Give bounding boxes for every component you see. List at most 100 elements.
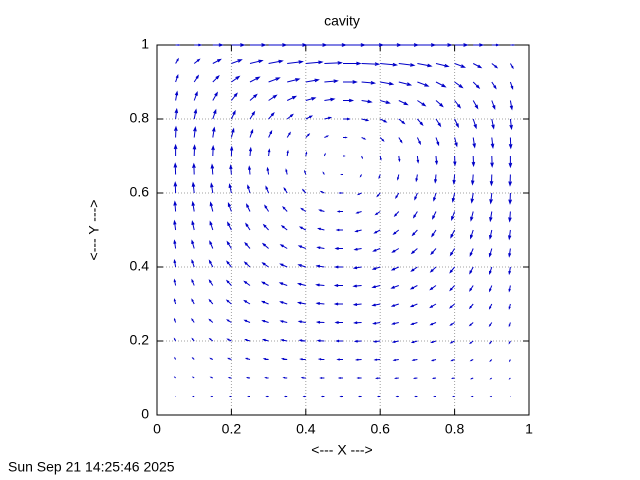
vector-arrow	[193, 108, 198, 120]
vector-arrow	[173, 239, 177, 249]
chart-title: cavity	[324, 13, 360, 29]
vector-arrow	[411, 229, 418, 237]
vector-arrow	[191, 298, 195, 305]
vector-arrow	[209, 240, 214, 249]
vector-arrow	[453, 155, 457, 167]
vector-arrow	[210, 182, 214, 194]
vector-arrow	[245, 376, 251, 379]
vector-arrow	[508, 303, 511, 310]
vector-arrow	[297, 245, 306, 249]
vector-arrow	[244, 338, 251, 342]
vector-arrow	[261, 320, 269, 323]
vector-arrow	[268, 43, 288, 47]
y-tick-label: 0	[141, 406, 149, 422]
vector-arrow	[227, 201, 232, 212]
vector-arrow	[322, 171, 325, 175]
vector-arrow	[175, 73, 179, 83]
vector-arrow	[173, 162, 178, 175]
vector-arrow	[432, 211, 437, 220]
vector-arrow	[412, 377, 418, 380]
vector-arrow	[305, 78, 320, 83]
vector-arrow	[355, 211, 362, 214]
vector-arrow	[343, 80, 358, 84]
vector-arrow	[454, 100, 462, 109]
vector-arrow	[319, 190, 325, 194]
vector-arrow	[508, 285, 511, 293]
vector-arrow	[435, 100, 444, 108]
vector-arrow	[409, 303, 418, 308]
vector-arrow	[261, 242, 269, 249]
vector-arrow	[491, 43, 500, 47]
vector-arrow	[390, 285, 399, 289]
vector-arrow	[244, 357, 251, 360]
x-axis-label: <--- X --->	[311, 442, 372, 458]
vector-arrow	[315, 283, 325, 287]
vector-arrow	[229, 164, 233, 175]
vector-arrow	[225, 299, 232, 305]
vector-arrow	[509, 359, 511, 363]
vector-arrow	[469, 359, 474, 362]
vector-arrow	[297, 264, 306, 268]
vector-arrow	[227, 376, 232, 379]
vector-arrow	[508, 266, 512, 276]
vector-arrow	[211, 126, 216, 138]
vector-arrow	[173, 317, 177, 323]
vector-arrow	[508, 137, 513, 150]
vector-arrow	[212, 91, 218, 101]
vector-arrow	[468, 322, 474, 327]
vector-arrow	[509, 81, 514, 91]
vector-arrow	[249, 59, 264, 64]
vector-arrow	[212, 58, 222, 64]
vector-arrow	[334, 247, 343, 250]
vector-arrow	[429, 285, 437, 291]
vector-arrow	[264, 204, 270, 212]
vector-arrow	[266, 166, 270, 175]
vector-arrow	[191, 356, 195, 360]
vector-arrow	[265, 395, 269, 398]
vector-arrow	[468, 303, 474, 310]
x-tick-label: 0.2	[222, 421, 242, 437]
vector-arrow	[472, 100, 479, 110]
vector-arrow	[316, 339, 325, 343]
vector-arrow	[336, 210, 343, 213]
vector-arrow	[415, 174, 419, 183]
vector-arrow	[398, 81, 413, 86]
vector-arrow	[378, 174, 381, 180]
vector-arrow	[278, 282, 288, 286]
vector-arrow	[173, 278, 177, 286]
vector-arrow	[336, 358, 343, 361]
vector-arrow	[509, 100, 513, 111]
vector-arrow	[280, 339, 288, 342]
vector-arrow	[212, 43, 224, 47]
vector-arrow	[451, 211, 456, 222]
vector-arrow	[451, 192, 456, 203]
vector-arrow	[250, 43, 267, 47]
vector-arrow	[373, 358, 381, 361]
vector-arrow	[356, 192, 362, 196]
vector-arrow	[287, 60, 304, 64]
vector-arrow	[305, 97, 317, 101]
vector-arrow	[430, 248, 437, 256]
vector-arrow	[243, 299, 251, 305]
vector-arrow	[449, 303, 455, 309]
vector-arrow	[380, 100, 391, 104]
vector-arrow	[431, 229, 437, 238]
vector-arrow	[489, 377, 493, 380]
vector-arrow	[296, 282, 306, 286]
vector-arrow	[228, 183, 232, 194]
vector-arrow	[430, 359, 437, 362]
vector-arrow	[226, 338, 232, 342]
vector-arrow	[335, 228, 343, 232]
vector-arrow	[212, 108, 217, 120]
vector-arrow	[469, 248, 474, 257]
vector-arrow	[469, 229, 474, 240]
vector-arrow	[173, 219, 177, 231]
vector-arrow	[489, 211, 493, 223]
vector-arrow	[262, 357, 269, 361]
vector-arrow	[395, 192, 400, 200]
vector-arrow	[398, 137, 403, 144]
vector-arrow	[246, 203, 251, 212]
vector-arrow	[297, 320, 306, 324]
vector-arrow	[210, 163, 215, 175]
vector-arrow	[323, 152, 326, 157]
